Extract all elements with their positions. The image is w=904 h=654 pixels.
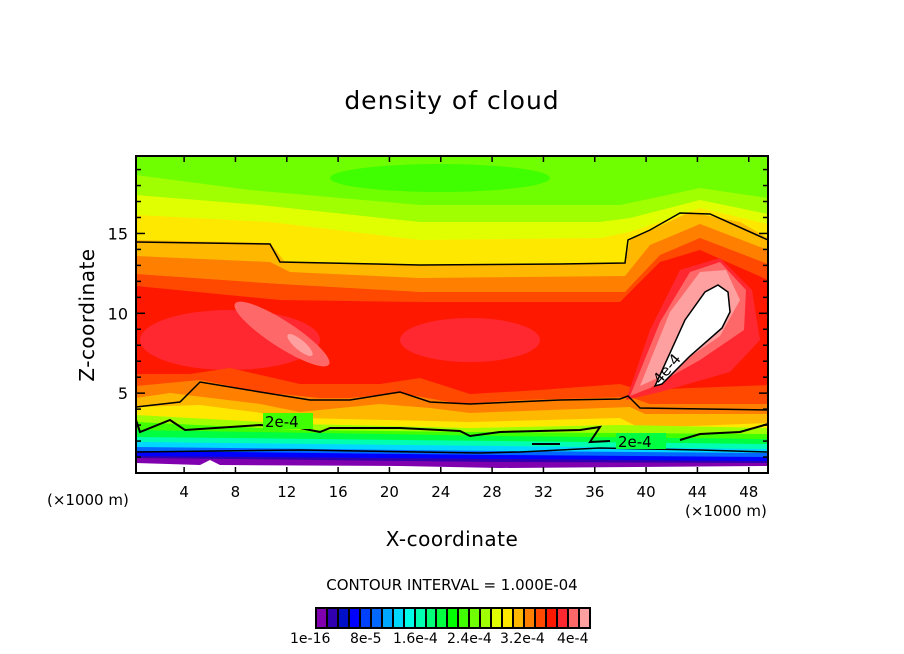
- colorbar-swatch: [481, 609, 493, 627]
- colorbar-swatch: [382, 609, 394, 627]
- colorbar-swatch: [415, 609, 427, 627]
- band-below-min: [136, 460, 768, 473]
- colorbar-swatch: [536, 609, 548, 627]
- colorbar-swatch: [470, 609, 482, 627]
- colorbar-label: 2.4e-4: [447, 631, 492, 647]
- colorbar-swatch: [568, 609, 580, 627]
- colorbar-swatch: [371, 609, 383, 627]
- x-tick-label: 48: [739, 483, 758, 501]
- colorbar-swatch: [448, 609, 460, 627]
- chart-title: density of cloud: [344, 86, 560, 115]
- colorbar-swatch: [525, 609, 537, 627]
- x-tick-label: 32: [534, 483, 553, 501]
- x-tick-label: 20: [380, 483, 399, 501]
- x-tick-label: 44: [688, 483, 707, 501]
- contour-label: 2e-4: [618, 433, 652, 451]
- x-tick-label: 28: [483, 483, 502, 501]
- x-tick-label: 4: [179, 483, 189, 501]
- colorbar-swatch: [503, 609, 515, 627]
- contour-label-bg: [263, 413, 313, 429]
- colorbar: [315, 607, 591, 629]
- colorbar-label: 4e-4: [557, 631, 589, 647]
- colorbar-swatch: [360, 609, 372, 627]
- contour-line-1e-4: [135, 381, 769, 411]
- x-tick-label: 16: [329, 483, 348, 501]
- colorbar-swatch: [404, 609, 416, 627]
- x-tick-label: 12: [277, 483, 296, 501]
- x-axis-label: X-coordinate: [385, 527, 519, 551]
- x-tick-label: 36: [585, 483, 604, 501]
- patch: [400, 318, 540, 362]
- x-unit-label-left: (×1000 m): [47, 491, 129, 509]
- y-tick-label: 5: [118, 384, 128, 403]
- colorbar-swatch: [437, 609, 449, 627]
- contour-line-2e-4: [135, 418, 611, 444]
- z-axis-label: Z-coordinate: [75, 248, 99, 382]
- contour-label-bg: [616, 433, 666, 449]
- colorbar-swatch: [579, 609, 589, 627]
- contour-line-lower: [135, 447, 769, 454]
- contour-label: 2e-4: [265, 413, 299, 431]
- colorbar-label: 1.6e-4: [393, 631, 438, 647]
- colorbar-swatch: [426, 609, 438, 627]
- patch: [287, 334, 313, 356]
- y-tick-label: 10: [108, 304, 128, 323]
- x-tick-label: 24: [431, 483, 450, 501]
- y-tick-label: 15: [108, 224, 128, 243]
- contour-interval-text: CONTOUR INTERVAL = 1.000E-04: [326, 576, 578, 594]
- contour-lines: [135, 212, 769, 454]
- colorbar-swatch: [393, 609, 405, 627]
- colorbar-swatch: [317, 609, 328, 627]
- colorbar-swatch: [492, 609, 504, 627]
- contour-line-2e-4: [679, 423, 769, 441]
- colorbar-swatch: [327, 609, 339, 627]
- colorbar-label: 3.2e-4: [500, 631, 545, 647]
- colorbar-swatch: [338, 609, 350, 627]
- plume-max-region: [653, 284, 731, 388]
- band-top-core: [330, 164, 550, 192]
- plot-frame: [135, 155, 769, 474]
- x-tick-label: 40: [637, 483, 656, 501]
- colorbar-swatch: [514, 609, 526, 627]
- colorbar-swatch: [459, 609, 471, 627]
- colorbar-label: 8e-5: [350, 631, 382, 647]
- x-tick-label: 8: [231, 483, 241, 501]
- colorbar-swatch: [547, 609, 558, 627]
- colorbar-swatch: [557, 609, 569, 627]
- colorbar-label: 1e-16: [290, 631, 331, 647]
- contour-line-upper: [135, 212, 769, 266]
- contour-fills: [136, 156, 768, 473]
- x-unit-label-right: (×1000 m): [685, 502, 767, 520]
- colorbar-swatch: [349, 609, 361, 627]
